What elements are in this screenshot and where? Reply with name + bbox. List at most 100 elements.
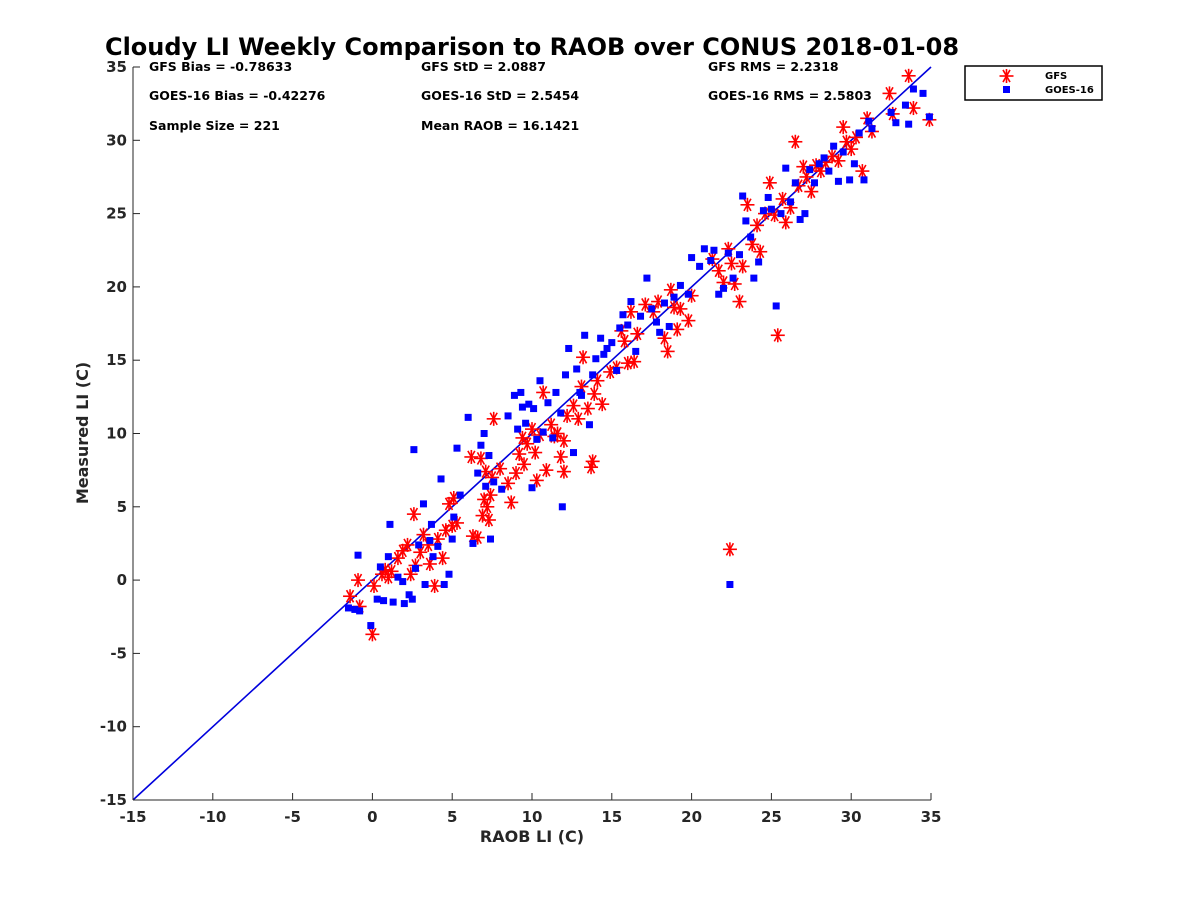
y-tick-label: 5 (117, 498, 127, 516)
gfs-point (836, 120, 851, 135)
goes16-point (448, 535, 456, 543)
goes16-point (351, 605, 359, 613)
goes16-point (373, 595, 381, 603)
goes16-point (419, 500, 427, 508)
goes16-point (569, 449, 577, 457)
goes16-point (608, 339, 616, 347)
legend-gfs-asterisk (999, 69, 1014, 83)
goes16-point (544, 399, 552, 407)
gfs-point (882, 86, 897, 101)
goes16-point (707, 257, 715, 265)
gfs-point (630, 326, 645, 341)
y-tick-label: 20 (106, 278, 127, 296)
goes16-point (724, 249, 732, 257)
gfs-point (478, 464, 493, 479)
goes16-point (421, 580, 429, 588)
y-tick-label: 0 (117, 571, 127, 589)
goes16-point (549, 434, 557, 442)
goes16-point (533, 435, 541, 443)
goes16-point (855, 129, 863, 137)
goes16-point (487, 535, 495, 543)
goes16-point (344, 604, 352, 612)
goes16-point (676, 281, 684, 289)
goes16-point (688, 254, 696, 262)
gfs-point (762, 175, 777, 190)
goes16-point (868, 125, 876, 133)
goes16-point (434, 542, 442, 550)
y-tick-label: 35 (106, 58, 127, 76)
goes16-point (660, 299, 668, 307)
goes16-point (399, 578, 407, 586)
gfs-point (556, 433, 571, 448)
y-tick-label: 15 (106, 351, 127, 369)
goes16-point (464, 413, 472, 421)
goes16-point (905, 120, 913, 128)
gfs-point (435, 551, 450, 566)
goes16-point (901, 101, 909, 109)
gfs-point (732, 294, 747, 309)
gfs-point (617, 334, 632, 349)
goes16-point (750, 274, 758, 282)
gfs-point (681, 313, 696, 328)
x-tick-label: 5 (447, 808, 457, 826)
y-tick-label: 30 (106, 131, 127, 149)
gfs-point (855, 164, 870, 179)
goes16-point (429, 553, 437, 561)
gfs-point (517, 457, 532, 472)
gfs-point (788, 134, 803, 149)
gfs-point (901, 68, 916, 83)
goes16-point (887, 108, 895, 116)
goes16-point (389, 598, 397, 606)
x-axis-label: RAOB LI (C) (480, 827, 584, 846)
legend: GFS GOES-16 (964, 65, 1103, 101)
gfs-point (445, 518, 460, 533)
goes16-point (589, 371, 597, 379)
goes16-point (764, 193, 772, 201)
x-tick-label: -10 (199, 808, 226, 826)
y-tick-label: 10 (106, 425, 127, 443)
goes16-point (490, 478, 498, 486)
goes16-point (557, 409, 565, 417)
goes16-point (839, 148, 847, 156)
x-tick-label: 0 (367, 808, 377, 826)
goes16-point (525, 400, 533, 408)
y-ticks-group: -15 -10 -5 0 5 10 15 20 25 30 35 (100, 58, 140, 809)
goes16-point (528, 484, 536, 492)
goes16-point (445, 570, 453, 578)
goes16-point (485, 451, 493, 459)
gfs-std-text: GFS StD = 2.0887 (421, 59, 546, 74)
gfs-point (351, 573, 366, 588)
gfs-point (753, 244, 768, 259)
goes16-point (720, 284, 728, 292)
goes16-point (469, 539, 477, 547)
sample-size-text: Sample Size = 221 (149, 118, 280, 133)
goes16-point (632, 347, 640, 355)
goes16-point (759, 207, 767, 215)
gfs-point (427, 578, 442, 593)
chart-title: Cloudy LI Weekly Comparison to RAOB over… (105, 33, 959, 61)
goes16-point (648, 305, 656, 313)
goes16-point (477, 441, 485, 449)
gfs-point (528, 445, 543, 460)
gfs-point (799, 169, 814, 184)
gfs-point (520, 436, 535, 451)
gfs-point (750, 218, 765, 233)
goes16-point (777, 210, 785, 218)
gfs-point (627, 354, 642, 369)
goes16-point (585, 421, 593, 429)
gfs-point (585, 454, 600, 469)
goes16-point (815, 160, 823, 168)
goes16-point (426, 537, 434, 545)
gfs-bias-text: GFS Bias = -0.78633 (149, 59, 292, 74)
gfs-point (536, 385, 551, 400)
gfs-point (481, 512, 496, 527)
gfs-point (556, 464, 571, 479)
gfs-point (711, 263, 726, 278)
goes16-point (729, 274, 737, 282)
legend-gfs-label: GFS (1045, 71, 1067, 82)
goes16-point (562, 371, 570, 379)
y-tick-label: 25 (106, 205, 127, 223)
gfs-point (587, 386, 602, 401)
goes16-point (772, 302, 780, 310)
goes16-point (739, 192, 747, 200)
